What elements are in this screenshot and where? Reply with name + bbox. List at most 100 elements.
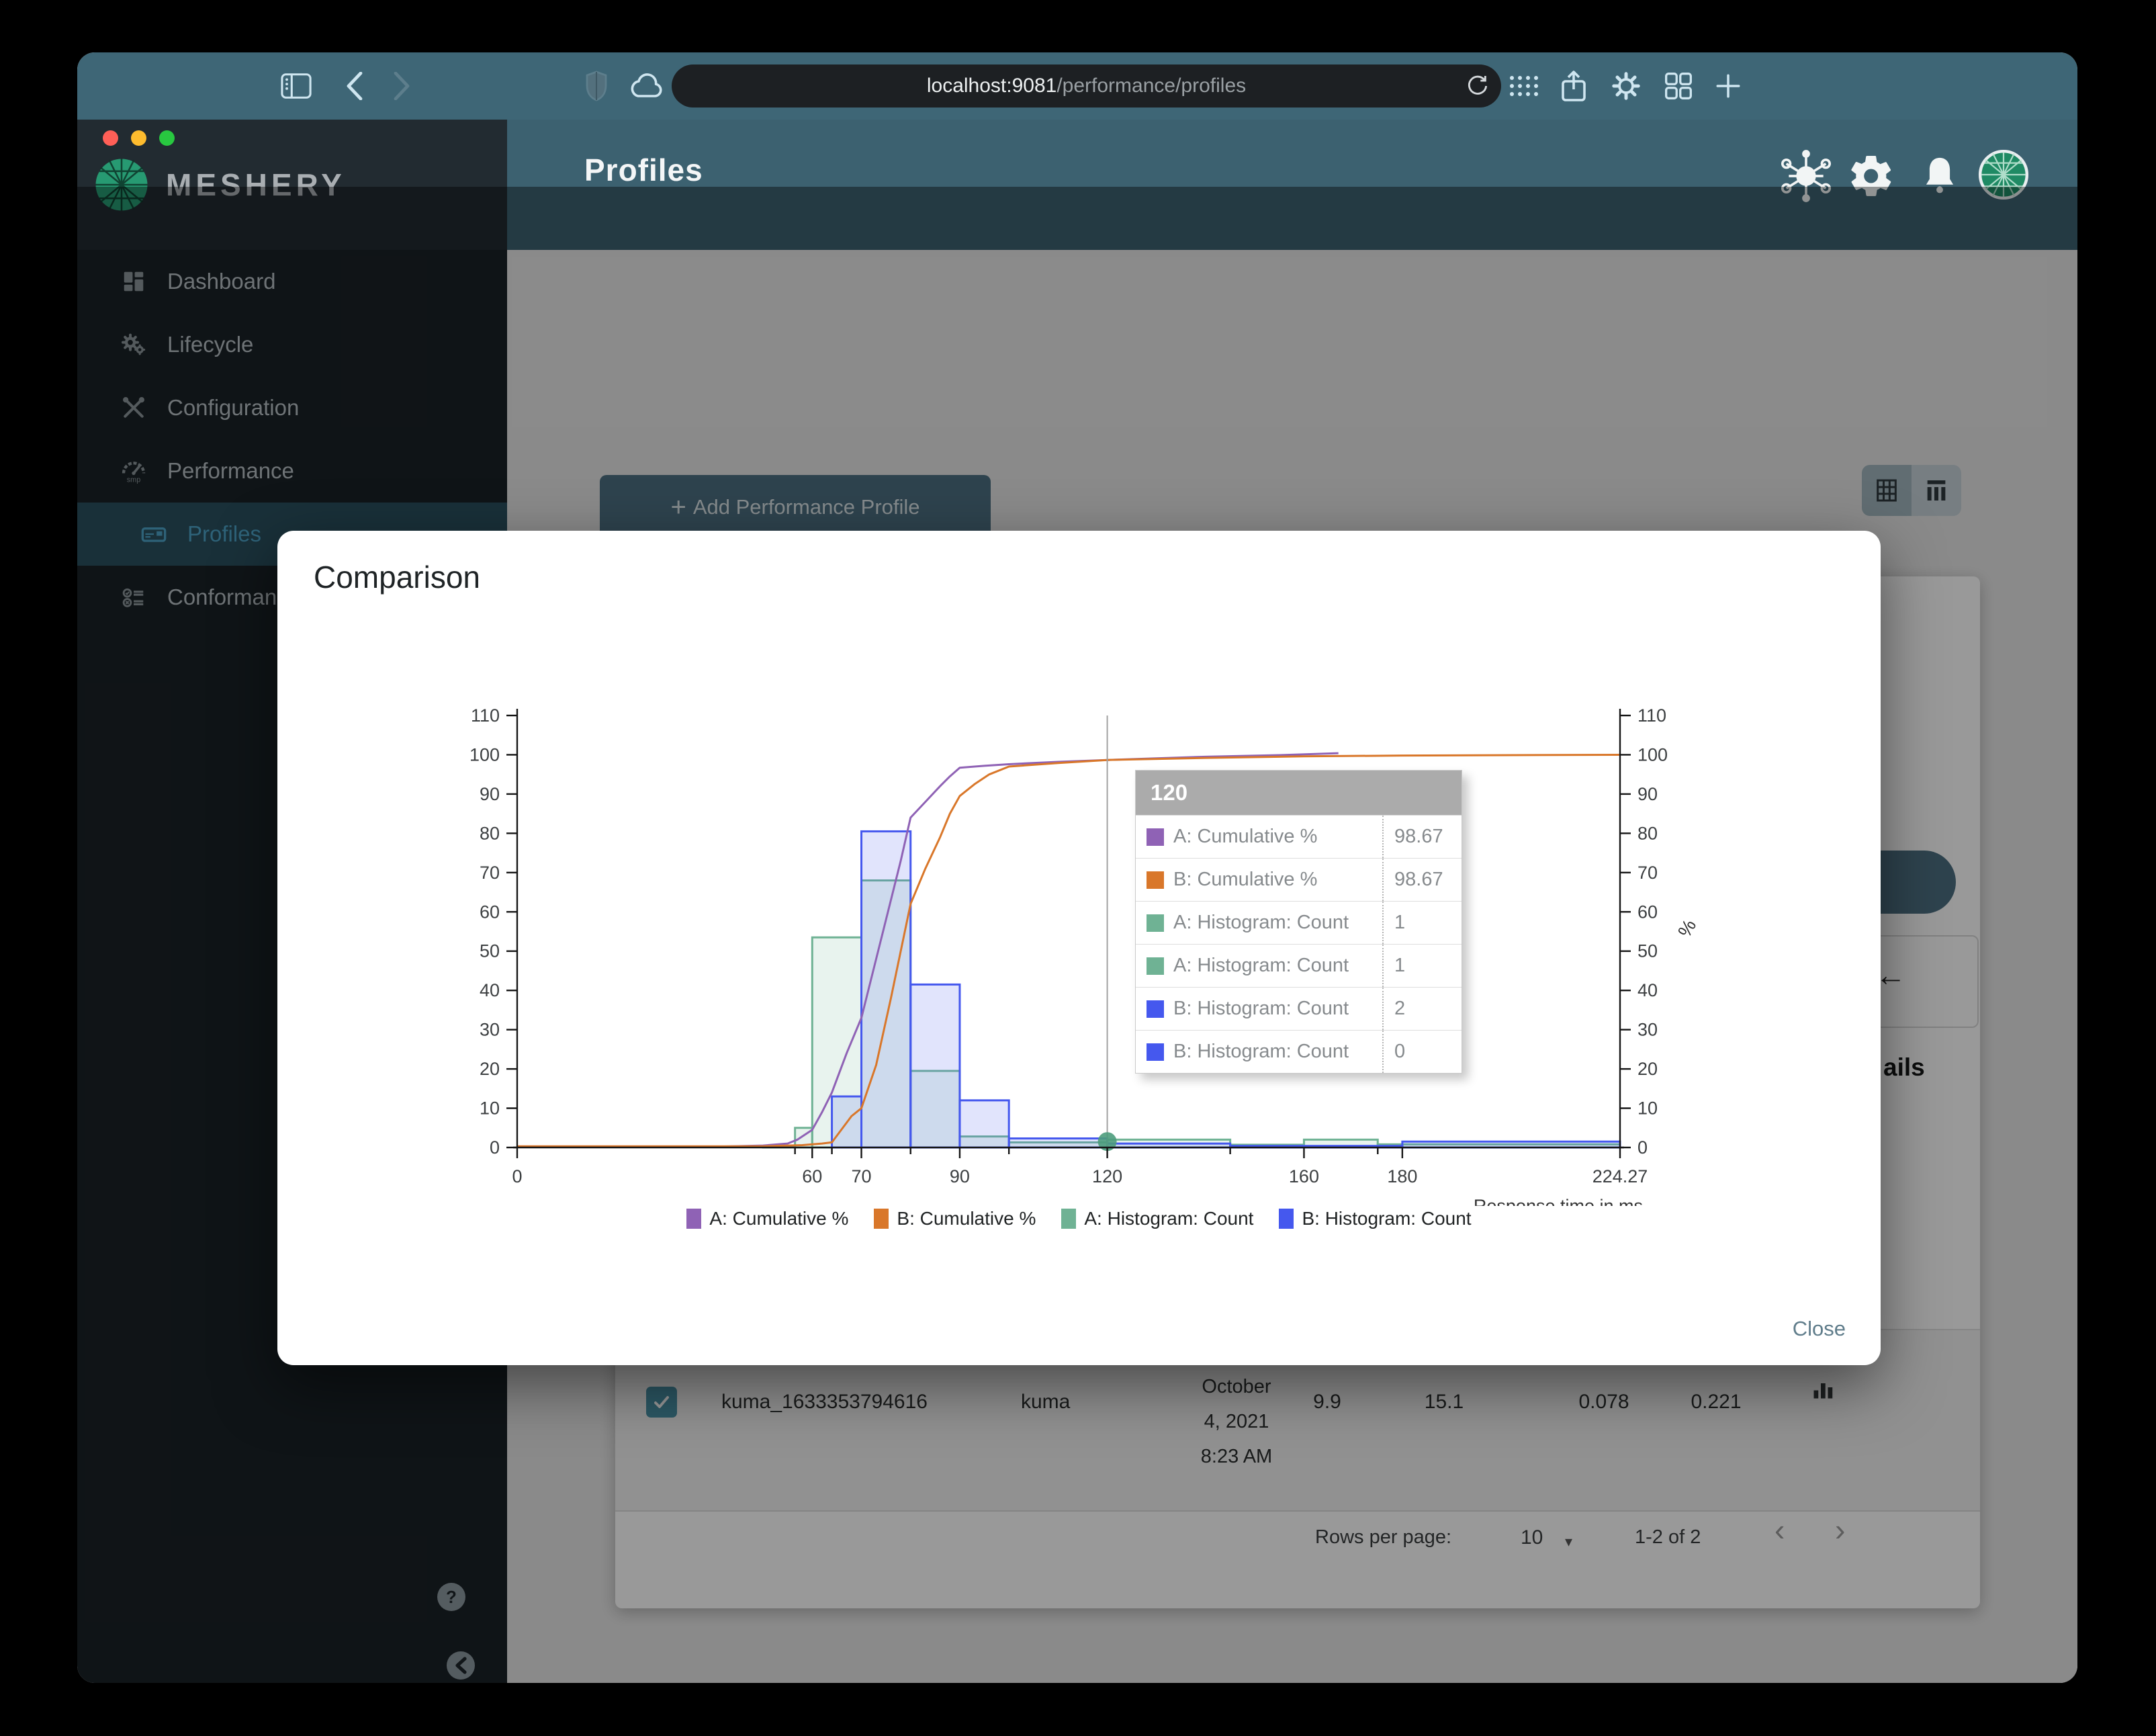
y-tick-label: 40 bbox=[480, 980, 500, 1000]
back-icon[interactable] bbox=[338, 52, 371, 120]
y-tick-label: 70 bbox=[480, 863, 500, 883]
tooltip-swatch bbox=[1147, 1000, 1164, 1018]
histogram-bar bbox=[1401, 1140, 1621, 1149]
tab-overview-icon[interactable] bbox=[1658, 52, 1699, 120]
y-tick-label-right: 30 bbox=[1637, 1020, 1658, 1040]
traffic-light-close[interactable] bbox=[103, 130, 118, 146]
chevron-left-icon bbox=[455, 1657, 467, 1674]
histogram-bar bbox=[1007, 1137, 1109, 1149]
tooltip-series-label: A: Histogram: Count bbox=[1173, 955, 1349, 976]
y-tick-label-right: 10 bbox=[1637, 1098, 1658, 1119]
chevron-down-icon[interactable]: ▾ bbox=[1565, 1533, 1573, 1550]
y-tick-label: 110 bbox=[471, 705, 500, 726]
row-checkbox[interactable] bbox=[646, 1387, 677, 1418]
share-icon[interactable] bbox=[1554, 52, 1594, 120]
sidebar-item-performance[interactable]: smp Performance bbox=[77, 439, 507, 503]
cumulative-line bbox=[517, 753, 1621, 1147]
hover-marker bbox=[1097, 1132, 1117, 1152]
tooltip-value: 1 bbox=[1382, 902, 1462, 944]
y-tick-label: 0 bbox=[490, 1137, 500, 1158]
x-tick-label: 120 bbox=[1092, 1166, 1122, 1186]
sidebar-item-label: Dashboard bbox=[167, 269, 276, 294]
tooltip-swatch bbox=[1147, 871, 1164, 889]
histogram-bar bbox=[811, 936, 863, 1149]
reload-icon[interactable] bbox=[1465, 73, 1490, 102]
tooltip-row: B: Histogram: Count 0 bbox=[1136, 1030, 1462, 1073]
shield-icon[interactable] bbox=[580, 52, 613, 120]
x-tick-label: 0 bbox=[512, 1166, 522, 1186]
row-metric-qps: 9.9 bbox=[1313, 1391, 1341, 1413]
close-button[interactable]: Close bbox=[1792, 1317, 1846, 1340]
next-page-button[interactable]: › bbox=[1835, 1512, 1846, 1547]
tooltip-row: A: Histogram: Count 1 bbox=[1136, 944, 1462, 987]
app-header: Profiles bbox=[507, 120, 2077, 250]
y-tick-label: 50 bbox=[480, 941, 500, 961]
meshery-logo-icon bbox=[95, 159, 148, 211]
brand-title: MESHERY bbox=[166, 167, 346, 202]
new-tab-icon[interactable] bbox=[1708, 52, 1748, 120]
grid-view-toggle[interactable] bbox=[1862, 465, 1912, 516]
chart-legend: A: Cumulative % B: Cumulative % A: Histogr… bbox=[277, 1208, 1881, 1229]
traffic-light-minimize[interactable] bbox=[131, 130, 146, 146]
add-performance-profile-label: Add Performance Profile bbox=[692, 495, 920, 519]
x-tick-label: 224.27 bbox=[1592, 1166, 1648, 1186]
previous-page-button[interactable]: ‹ bbox=[1775, 1512, 1785, 1547]
sidebar-item-label: Configuration bbox=[167, 395, 300, 420]
tooltip-series-label: B: Cumulative % bbox=[1173, 869, 1318, 890]
rows-per-page-label: Rows per page: bbox=[1315, 1526, 1452, 1548]
legend-item[interactable]: A: Histogram: Count bbox=[1061, 1208, 1253, 1229]
legend-item[interactable]: B: Histogram: Count bbox=[1279, 1208, 1472, 1229]
url-path: /performance/profiles bbox=[1057, 75, 1247, 97]
legend-label: A: Cumulative % bbox=[709, 1208, 849, 1229]
configuration-icon bbox=[119, 393, 148, 423]
row-metric-p50: 0.078 bbox=[1578, 1391, 1629, 1413]
help-button[interactable]: ? bbox=[437, 1583, 465, 1611]
row-bar-chart-icon[interactable] bbox=[1811, 1377, 1835, 1405]
y-tick-label: 90 bbox=[480, 784, 500, 804]
url-bar[interactable]: localhost:9081/performance/profiles bbox=[672, 64, 1501, 107]
table-view-toggle[interactable] bbox=[1912, 465, 1961, 516]
mesh-hub-icon[interactable] bbox=[1777, 146, 1836, 209]
rows-per-page-select[interactable]: 10 bbox=[1521, 1526, 1543, 1549]
y-tick-label: 10 bbox=[480, 1098, 500, 1119]
sidebar-item-configuration[interactable]: Configuration bbox=[77, 376, 507, 439]
sidebar-item-lifecycle[interactable]: Lifecycle bbox=[77, 313, 507, 376]
legend-item[interactable]: A: Cumulative % bbox=[686, 1208, 848, 1229]
collapse-sidebar-button[interactable] bbox=[447, 1651, 475, 1680]
legend-item[interactable]: B: Cumulative % bbox=[874, 1208, 1036, 1229]
grid-view-icon bbox=[1877, 479, 1897, 502]
x-axis-label: Response time in ms bbox=[1474, 1196, 1643, 1206]
cloud-icon[interactable] bbox=[627, 52, 667, 120]
legend-swatch bbox=[1279, 1209, 1294, 1229]
sidebar-item-dashboard[interactable]: Dashboard bbox=[77, 250, 507, 313]
y-tick-label: 30 bbox=[480, 1020, 500, 1040]
sidebar-panel-icon[interactable] bbox=[276, 52, 316, 120]
legend-swatch bbox=[686, 1209, 702, 1229]
forward-icon[interactable] bbox=[385, 52, 418, 120]
add-performance-profile-button[interactable]: + Add Performance Profile bbox=[600, 475, 991, 539]
tooltip-series-label: A: Cumulative % bbox=[1173, 826, 1318, 847]
histogram-bar bbox=[860, 879, 912, 1149]
row-metric-duration: 15.1 bbox=[1424, 1391, 1464, 1413]
gear-icon[interactable] bbox=[1606, 52, 1646, 120]
tooltip-row: B: Histogram: Count 2 bbox=[1136, 987, 1462, 1030]
y-tick-label-right: 50 bbox=[1637, 941, 1658, 961]
avatar[interactable] bbox=[1978, 149, 2029, 204]
sidebar-item-label: Profiles bbox=[187, 521, 262, 546]
tooltip-value: 98.67 bbox=[1382, 816, 1462, 858]
x-tick-label: 70 bbox=[851, 1166, 871, 1186]
traffic-light-zoom[interactable] bbox=[159, 130, 175, 146]
help-icon: ? bbox=[446, 1586, 457, 1607]
row-metric-p99: 0.221 bbox=[1691, 1391, 1742, 1413]
y-tick-label-right: 100 bbox=[1637, 744, 1668, 765]
details-heading-fragment: ails bbox=[1883, 1053, 1925, 1081]
settings-gear-icon[interactable] bbox=[1847, 152, 1895, 204]
conformance-icon bbox=[119, 582, 148, 612]
browser-toolbar: localhost:9081/performance/profiles bbox=[77, 52, 2077, 146]
row-profile-name: kuma_1633353794616 bbox=[721, 1391, 928, 1413]
dots-grid-icon[interactable] bbox=[1504, 52, 1544, 120]
bell-icon[interactable] bbox=[1918, 153, 1962, 201]
tooltip-value: 0 bbox=[1382, 1031, 1462, 1073]
tooltip-header: 120 bbox=[1136, 771, 1462, 815]
